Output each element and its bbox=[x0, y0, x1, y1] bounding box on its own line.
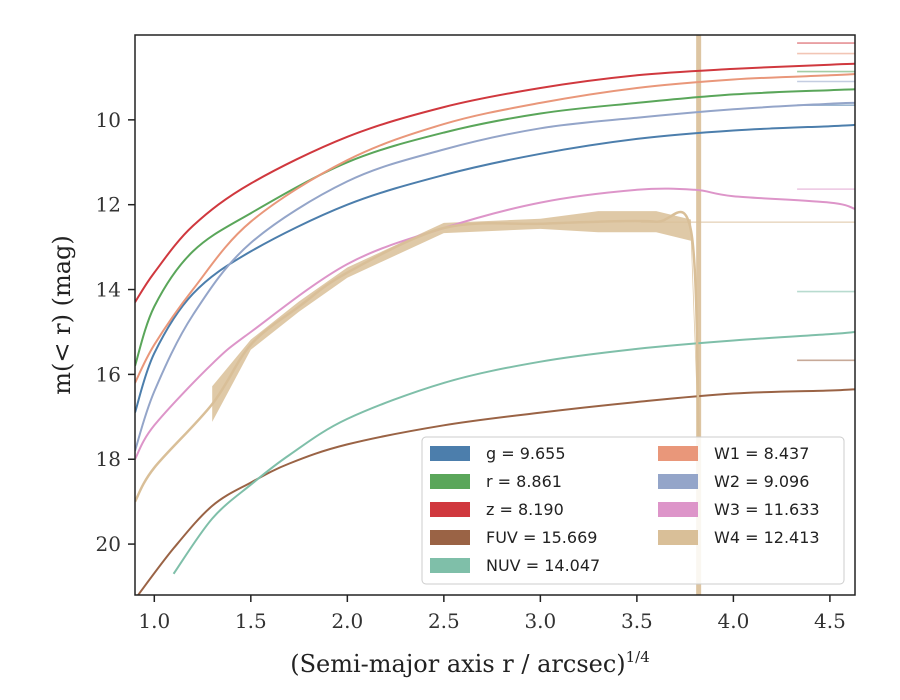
x-tick-label: 2.0 bbox=[331, 609, 363, 633]
series-w2-line bbox=[135, 101, 855, 452]
legend-label: W3 = 11.633 bbox=[714, 500, 820, 519]
x-tick-label: 3.5 bbox=[621, 609, 653, 633]
legend-label: r = 8.861 bbox=[486, 472, 562, 491]
x-tick-label: 2.5 bbox=[428, 609, 460, 633]
legend-swatch bbox=[658, 446, 698, 461]
legend-label: W2 = 9.096 bbox=[714, 472, 809, 491]
x-tick-label: 4.5 bbox=[814, 609, 846, 633]
legend-label: z = 8.190 bbox=[486, 500, 564, 519]
vertical-band bbox=[696, 35, 702, 595]
x-axis-label: (Semi-major axis r / arcsec)1/4 bbox=[290, 648, 650, 678]
x-axis-label-exponent: 1/4 bbox=[626, 648, 650, 666]
x-tick-label: 1.5 bbox=[235, 609, 267, 633]
legend-label: W1 = 8.437 bbox=[714, 444, 809, 463]
legend-label: FUV = 15.669 bbox=[486, 528, 597, 547]
y-tick-label: 16 bbox=[96, 362, 121, 386]
y-tick-label: 10 bbox=[96, 108, 121, 132]
series-nuv-line bbox=[172, 331, 855, 575]
y-tick-label: 12 bbox=[96, 193, 121, 217]
x-tick-label: 4.0 bbox=[717, 609, 749, 633]
y-tick-label: 14 bbox=[96, 278, 121, 302]
plot-frame bbox=[134, 34, 856, 596]
legend-swatch bbox=[430, 502, 470, 517]
legend-label: W4 = 12.413 bbox=[714, 528, 820, 547]
legend-swatch bbox=[658, 502, 698, 517]
plot-area bbox=[135, 35, 855, 595]
y-tick-label: 18 bbox=[96, 447, 121, 471]
x-axis-label-main: (Semi-major axis r / arcsec) bbox=[290, 650, 625, 678]
legend-swatch bbox=[430, 446, 470, 461]
series-w4-line bbox=[135, 210, 700, 503]
legend-swatch bbox=[430, 530, 470, 545]
legend: g = 9.655 r = 8.861 z = 8.190 FUV = 15.669 N… bbox=[421, 436, 845, 585]
series-g-line bbox=[135, 123, 855, 413]
series-r-line bbox=[135, 88, 855, 367]
x-tick-label: 1.0 bbox=[138, 609, 170, 633]
legend-box bbox=[421, 436, 845, 585]
legend-swatch bbox=[430, 558, 470, 573]
series-z-line bbox=[135, 62, 855, 303]
axes-ticks: 1.0 1.5 2.0 2.5 3.0 3.5 4.0 4.5 10 12 14 16 18 20 bbox=[96, 108, 846, 633]
legend-swatch bbox=[430, 474, 470, 489]
x-tick-label: 3.0 bbox=[524, 609, 556, 633]
series-w3-line bbox=[135, 187, 855, 460]
legend-label: g = 9.655 bbox=[486, 444, 566, 463]
y-axis-label: m(< r) (mag) bbox=[48, 235, 76, 394]
legend-swatch bbox=[658, 530, 698, 545]
series-w1-line bbox=[135, 73, 855, 384]
y-tick-label: 20 bbox=[96, 532, 121, 556]
series-fuv-line bbox=[136, 388, 855, 595]
legend-swatch bbox=[658, 474, 698, 489]
legend-label: NUV = 14.047 bbox=[486, 556, 600, 575]
